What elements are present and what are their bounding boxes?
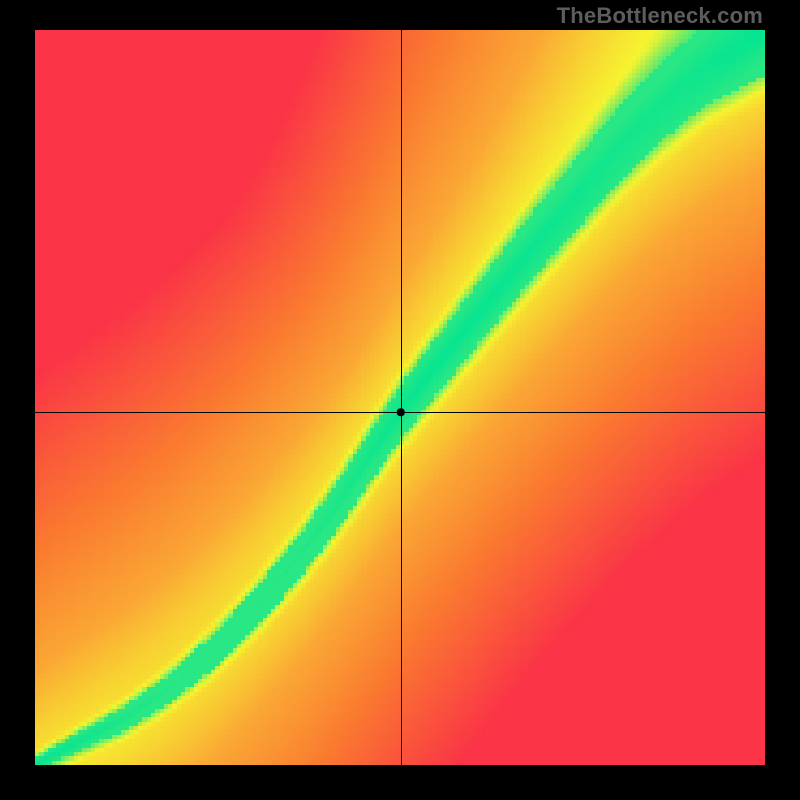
watermark-text: TheBottleneck.com [557, 3, 763, 29]
heatmap-canvas [0, 0, 800, 800]
chart-container: TheBottleneck.com [0, 0, 800, 800]
